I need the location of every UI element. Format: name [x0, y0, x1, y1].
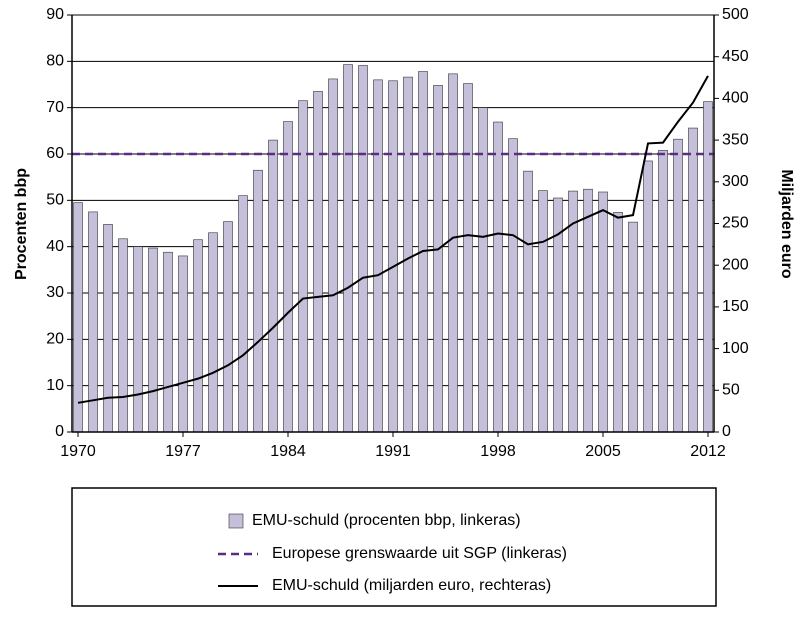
y-tick-label: 30 — [46, 284, 64, 301]
y2-tick-label: 100 — [722, 340, 749, 357]
bar — [673, 138, 683, 433]
legend-label: EMU-schuld (procenten bbp, linkeras) — [252, 512, 521, 529]
y2-tick-label: 200 — [722, 256, 749, 273]
y2-tick-label: 150 — [722, 298, 749, 315]
y-tick-label: 50 — [46, 192, 64, 209]
bar — [598, 191, 608, 433]
bar — [193, 239, 203, 433]
bar — [343, 64, 353, 433]
bar — [103, 224, 113, 433]
y2-axis-label: Miljarden euro — [778, 169, 795, 279]
bar — [478, 107, 488, 433]
y2-tick-label: 350 — [722, 131, 749, 148]
line-series — [77, 75, 709, 404]
bar — [658, 149, 668, 433]
x-tick-label: 1991 — [375, 443, 411, 460]
bar — [583, 188, 593, 433]
bar — [628, 221, 638, 433]
y-tick-label: 90 — [46, 6, 64, 23]
y2-tick-label: 250 — [722, 215, 749, 232]
bar — [73, 202, 83, 433]
bar — [208, 232, 218, 433]
bar — [313, 91, 323, 433]
bar — [163, 251, 173, 433]
x-tick-label: 2012 — [690, 443, 726, 460]
bar — [493, 121, 503, 433]
bar — [703, 101, 713, 433]
bar — [388, 80, 398, 433]
legend-box — [71, 487, 717, 607]
y-tick-label: 60 — [46, 145, 64, 162]
y-tick-label: 40 — [46, 238, 64, 255]
bar — [253, 169, 263, 433]
y2-tick-label: 400 — [722, 90, 749, 107]
bar — [373, 79, 383, 433]
bar — [133, 246, 143, 433]
bar — [358, 65, 368, 433]
bar — [118, 238, 128, 433]
bar — [223, 221, 233, 433]
y2-tick-label: 500 — [722, 6, 749, 23]
bar — [568, 190, 578, 433]
y-axis-label: Procenten bbp — [13, 168, 30, 280]
bar — [523, 170, 533, 433]
legend-label: EMU-schuld (miljarden euro, rechteras) — [272, 577, 551, 594]
bar — [148, 247, 158, 433]
bar — [463, 83, 473, 433]
x-tick-label: 1970 — [60, 443, 96, 460]
bar — [613, 212, 623, 433]
y2-tick-label: 0 — [722, 423, 731, 440]
y-tick-label: 20 — [46, 331, 64, 348]
y-tick-label: 70 — [46, 99, 64, 116]
bar — [328, 78, 338, 433]
bar — [538, 190, 548, 433]
y2-tick-label: 450 — [722, 48, 749, 65]
bar — [643, 160, 653, 433]
bar — [403, 76, 413, 433]
bar — [238, 195, 248, 433]
bar — [433, 85, 443, 433]
bar — [283, 121, 293, 433]
x-tick-label: 2005 — [585, 443, 621, 460]
bar — [508, 138, 518, 433]
x-tick-label: 1984 — [270, 443, 306, 460]
y-tick-label: 10 — [46, 377, 64, 394]
y2-tick-label: 300 — [722, 173, 749, 190]
y-tick-label: 80 — [46, 53, 64, 70]
bar — [448, 73, 458, 433]
legend-label: Europese grenswaarde uit SGP (linkeras) — [272, 545, 567, 562]
bar — [268, 139, 278, 433]
y-tick-label: 0 — [55, 423, 64, 440]
legend-swatch — [228, 513, 244, 529]
x-tick-label: 1998 — [480, 443, 516, 460]
bar — [688, 127, 698, 433]
y2-tick-label: 50 — [722, 382, 740, 399]
bar — [298, 100, 308, 433]
bar — [178, 255, 188, 433]
x-tick-label: 1977 — [165, 443, 201, 460]
